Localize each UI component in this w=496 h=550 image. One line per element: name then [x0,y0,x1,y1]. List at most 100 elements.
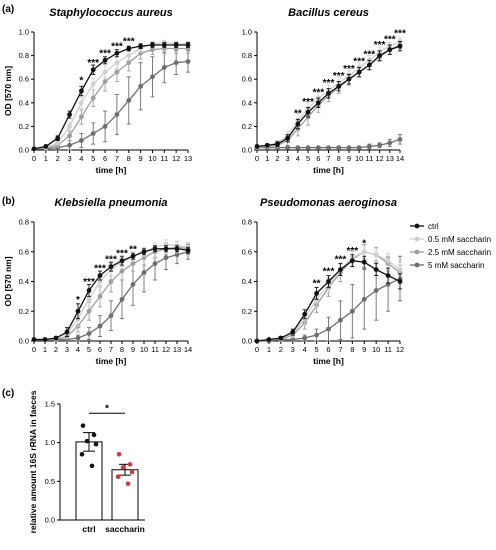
chart1: 0.00.20.40.60.81.00 1 2 3 4 5 6 7 8 9 10 11 12 13 14Ba… [242,7,406,175]
chart1-data-point [397,136,403,142]
legend-label: 2.5 mM saccharin [428,248,491,257]
chart2-xtick-label: 11 [151,345,159,354]
chart1-data-point [377,142,382,148]
chart2-data-point [86,296,92,302]
chart1-data-point [377,53,382,58]
chart0-data-point [173,42,179,48]
chart2-data-point [119,258,125,264]
chart0-xtick-label: 10 [148,154,156,163]
chart2: 0.00.20.40.60.80 1 2 3 4 5 6 7 8 9 10 11 12 13 14Klebs… [3,197,192,366]
chart1-xtick-label: 8 [337,154,341,163]
chart4-ytick-label: 0.5 [45,477,55,486]
chart0-xtick-label: 5 [91,154,95,163]
chart1-significance-star: *** [374,40,386,51]
chart1-data-point [295,121,301,127]
chart0-ytick-label: 0.2 [19,122,29,131]
chart2-data-point [97,273,103,278]
chart3-xtick-label: 11 [384,345,392,354]
chart2-data-point [97,323,103,329]
chart2-xtick-label: 10 [140,345,148,354]
chart2-data-point [163,246,169,252]
chart0-data-point [173,60,179,66]
chart2-ytick-label: 0.2 [19,307,29,316]
chart3-series-0 [254,254,403,344]
chart1-xtick-label: 7 [326,154,330,163]
chart1-xtick-label: 2 [275,154,279,163]
chart4-scatter-point [127,462,133,467]
chart2-xtick-label: 6 [98,345,102,354]
chart0-data-point [102,124,108,129]
chart2-data-point [42,337,48,342]
chart0-xtick-label: 9 [139,154,143,163]
chart3-data-point [278,335,284,341]
chart3-xlabel: time [h] [313,356,344,366]
chart1-data-point [305,145,311,151]
chart1-data-point [387,47,393,53]
chart4-significance-star: * [105,403,109,414]
chart0-series-line [33,47,188,150]
chart3-data-point [397,279,403,284]
chart1-significance-star: *** [343,64,355,75]
chart3-ytick-label: 0.0 [242,337,252,346]
chart4-category-label: saccharin [105,524,145,534]
chart2-xtick-label: 0 [32,345,36,354]
chart1-xtick-label: 10 [355,154,363,163]
chart1-data-point [366,62,372,68]
chart0-data-point [114,50,120,56]
chart2-data-point [75,308,81,314]
chart3-data-point [254,338,260,344]
chart0-xtick-label: 6 [103,154,107,163]
chart3-significance-star: ** [313,278,321,289]
chart0-significance-star: * [79,76,83,87]
chart0-data-point [43,144,49,149]
chart1-ytick-label: 0.8 [242,51,252,60]
chart3-significance-star: * [362,238,366,249]
chart1-data-point [285,135,291,141]
chart0-data-point [161,42,167,48]
chart4-scatter-point [80,423,86,428]
chart2-ytick-label: 0.4 [19,277,29,286]
chart2-significance-star: ** [129,244,137,255]
chart1-data-point [387,140,393,146]
chart2-significance-star: *** [83,277,95,288]
chart3-data-point [338,267,343,272]
chart1-significance-star: *** [353,57,365,68]
chart4-scatter-point [125,481,131,486]
chart2-data-point [185,247,191,253]
chart3-xtick-label: 10 [372,345,380,354]
chart1-significance-star: *** [384,34,396,45]
chart1-xtick-label: 3 [286,154,290,163]
chart0-data-point [138,83,144,89]
chart0-title: Staphylococcus aureus [49,7,173,19]
chart2-xtick-label: 7 [109,345,113,354]
chart4-scatter-point [116,451,122,457]
chart0-data-point [126,98,132,103]
chart1-significance-star: *** [302,97,314,108]
chart1-xtick-label: 13 [386,154,394,163]
chart1-ytick-label: 0.2 [242,122,252,131]
chart2-xtick-label: 9 [131,345,135,354]
chart3-significance-star: *** [335,255,347,266]
chart2-data-point [152,246,158,252]
chart1-significance-star: *** [312,87,324,98]
chart0-series-2 [31,43,191,152]
chart0-data-point [90,67,96,73]
chart0-data-point [78,114,84,120]
chart3-xtick-label: 5 [314,345,318,354]
chart0-data-point [150,74,155,80]
chart0-data-point [31,146,37,152]
chart1-data-point [264,142,270,148]
chart3-data-point [385,273,391,278]
chart1-data-point [275,141,280,147]
chart2-xlabel: time [h] [96,356,127,366]
chart3-data-point [385,258,391,264]
chart4-scatter-point [129,469,135,475]
chart1-data-point [305,109,311,115]
chart4-scatter-point [84,438,90,444]
legend-swatch-marker [414,249,420,255]
chart2-series-0 [31,245,191,342]
chart2-xtick-label: 8 [120,345,124,354]
chart3-data-point [302,311,308,317]
chart1-series-3 [254,134,403,151]
chart1-significance-star: *** [394,28,406,39]
